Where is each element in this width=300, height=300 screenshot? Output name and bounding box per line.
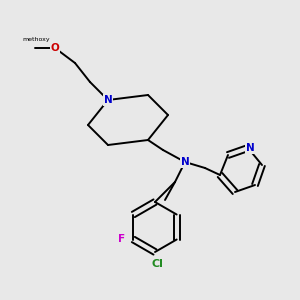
Text: methoxy: methoxy: [22, 37, 50, 41]
Text: O: O: [51, 43, 59, 53]
Text: N: N: [246, 143, 254, 153]
Text: Cl: Cl: [151, 259, 163, 269]
Text: N: N: [181, 157, 189, 167]
Text: F: F: [118, 235, 125, 244]
Text: N: N: [103, 95, 112, 105]
